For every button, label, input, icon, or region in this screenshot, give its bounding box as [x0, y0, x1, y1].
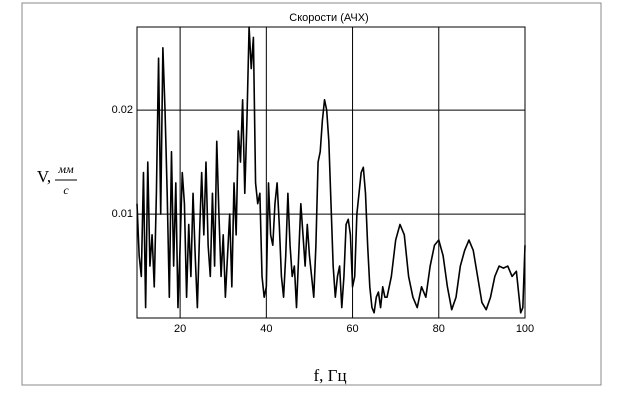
frame — [21, 2, 602, 386]
x-axis-label: f, Гц — [313, 366, 346, 385]
y-axis-unit-numerator: мм — [57, 162, 74, 176]
x-tick-label: 100 — [516, 323, 534, 335]
chart-title: Скорости (АЧХ) — [289, 12, 368, 24]
data-line — [136, 26, 526, 314]
y-tick-label: 0.02 — [112, 104, 133, 116]
y-tick-label: 0.01 — [112, 208, 133, 220]
x-tick-label: 20 — [174, 323, 186, 335]
x-tick-label: 80 — [433, 323, 445, 335]
x-tick-label: 60 — [346, 323, 358, 335]
x-tick-label: 40 — [260, 323, 272, 335]
y-axis-unit-denominator: с — [63, 183, 69, 197]
y-axis-label: V, — [37, 167, 51, 186]
